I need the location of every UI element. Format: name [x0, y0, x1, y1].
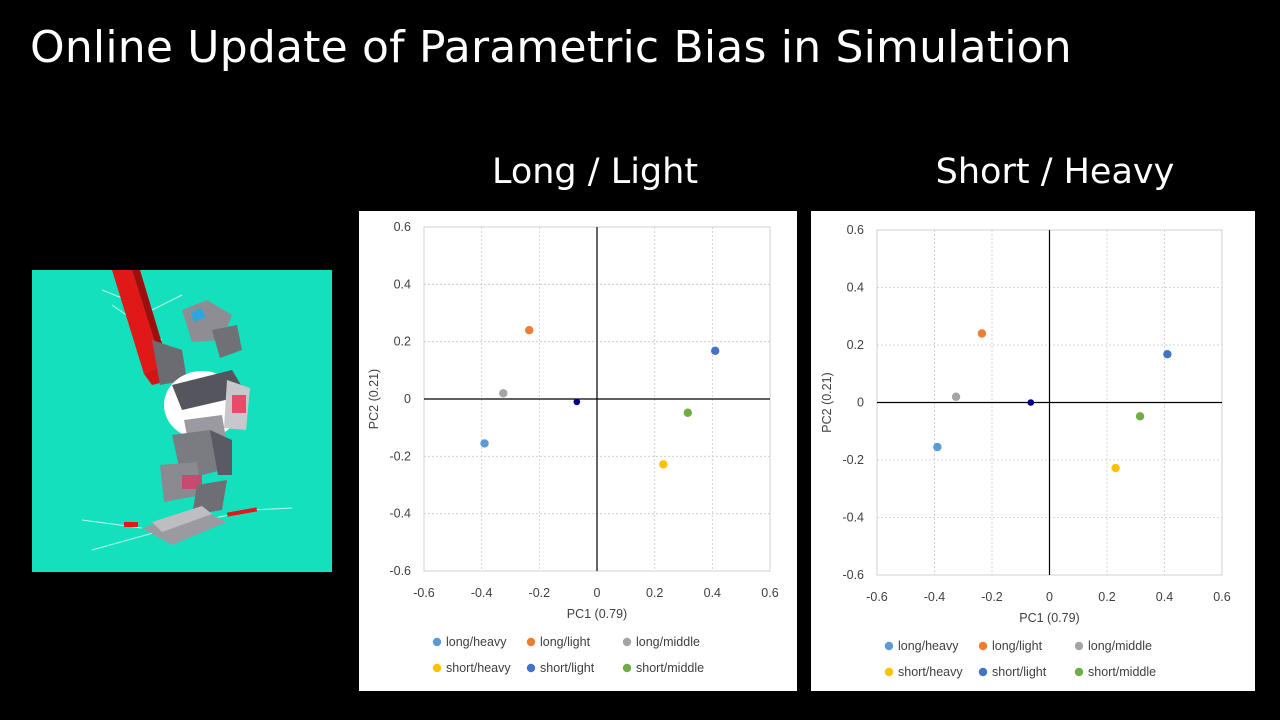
x-axis-label: PC1 (0.79) [567, 607, 627, 621]
legend-label: long/heavy [898, 639, 959, 653]
x-tick-label: 0 [594, 586, 601, 600]
y-tick-label: -0.6 [842, 568, 864, 582]
data-point-short-light [711, 346, 720, 356]
legend-label: short/middle [636, 661, 704, 675]
current-bias-point [1027, 399, 1035, 406]
legend-marker [1074, 667, 1084, 677]
y-tick-label: -0.2 [389, 449, 411, 463]
legend-marker [432, 637, 442, 647]
legend-marker [526, 663, 536, 673]
data-point-long-middle [499, 389, 508, 398]
y-tick-label: 0.2 [847, 338, 864, 352]
data-point-short-light [1163, 350, 1172, 359]
legend-label: long/heavy [446, 635, 507, 649]
x-tick-label: 0.6 [1213, 590, 1230, 604]
data-point-short-heavy [659, 460, 668, 469]
scatter-chart-short-heavy: -0.6 -0.4 -0.2 0 0.2 0.4 0.6 0.6 0.4 0.2 0 -0.2 -0.4… [811, 211, 1255, 691]
x-tick-label: -0.6 [413, 586, 435, 600]
legend-label: long/light [992, 639, 1043, 653]
y-tick-label: 0.4 [847, 281, 864, 295]
x-tick-label: -0.6 [866, 590, 888, 604]
x-tick-label: 0.4 [1156, 590, 1173, 604]
legend-marker [1074, 641, 1084, 651]
y-tick-label: -0.4 [389, 507, 411, 521]
data-point-short-middle [1135, 412, 1145, 421]
y-tick-label: 0.2 [394, 335, 411, 349]
legend-marker [622, 637, 632, 647]
data-point-short-heavy [1111, 463, 1120, 473]
panel-title-short-heavy: Short / Heavy [935, 152, 1175, 192]
y-tick-label: 0.6 [847, 223, 864, 237]
data-point-long-heavy [933, 442, 942, 452]
legend-marker [526, 637, 536, 647]
x-tick-label: -0.2 [529, 586, 551, 600]
x-tick-label: 0.4 [704, 586, 721, 600]
y-axis-label: PC2 (0.21) [820, 372, 834, 432]
y-tick-label: 0 [857, 396, 864, 410]
legend-label: long/middle [636, 635, 700, 649]
chart-svg-long-light: -0.6 -0.4 -0.2 0 0.2 0.4 0.6 0.6 0.4 0.2 0 -0.2 -0.4… [367, 220, 779, 675]
legend-label: long/light [540, 635, 591, 649]
slide-title: Online Update of Parametric Bias in Simu… [30, 22, 1072, 73]
y-tick-label: -0.2 [842, 453, 864, 467]
x-tick-label: 0 [1046, 590, 1053, 604]
x-tick-label: -0.4 [924, 590, 946, 604]
x-tick-label: 0.2 [1098, 590, 1115, 604]
legend-label: short/middle [1088, 665, 1156, 679]
chart-svg-short-heavy: -0.6 -0.4 -0.2 0 0.2 0.4 0.6 0.6 0.4 0.2 0 -0.2 -0.4… [820, 223, 1231, 679]
humanoid-robot-icon [81, 270, 293, 551]
y-tick-label: -0.4 [842, 511, 864, 525]
data-point-long-heavy [480, 439, 489, 448]
x-tick-label: 0.6 [761, 586, 778, 600]
x-axis-label: PC1 (0.79) [1019, 611, 1079, 625]
legend-marker [978, 667, 988, 677]
y-axis-label: PC2 (0.21) [367, 369, 381, 429]
data-point-long-light [525, 326, 534, 335]
current-bias-point [573, 398, 581, 406]
robot-simulation-view [32, 270, 332, 572]
y-tick-label: 0 [404, 392, 411, 406]
legend-label: short/heavy [898, 665, 963, 679]
scatter-chart-long-light: -0.6 -0.4 -0.2 0 0.2 0.4 0.6 0.6 0.4 0.2 0 -0.2 -0.4… [359, 211, 797, 691]
legend-marker [978, 641, 988, 651]
legend-marker [884, 667, 894, 677]
legend-marker [432, 663, 442, 673]
legend-label: short/heavy [446, 661, 511, 675]
y-tick-label: 0.6 [394, 220, 411, 234]
x-tick-label: 0.2 [646, 586, 663, 600]
x-tick-label: -0.4 [471, 586, 493, 600]
legend-label: short/light [992, 665, 1047, 679]
data-point-long-light [977, 329, 987, 338]
legend-label: short/light [540, 661, 595, 675]
legend-marker [884, 641, 894, 651]
data-point-long-middle [951, 392, 961, 401]
y-tick-label: -0.6 [389, 564, 411, 578]
legend-marker [622, 663, 632, 673]
y-tick-label: 0.4 [394, 277, 411, 291]
legend-label: long/middle [1088, 639, 1152, 653]
x-tick-label: -0.2 [981, 590, 1003, 604]
data-point-short-middle [683, 408, 693, 417]
panel-title-long-light: Long / Light [491, 152, 699, 192]
